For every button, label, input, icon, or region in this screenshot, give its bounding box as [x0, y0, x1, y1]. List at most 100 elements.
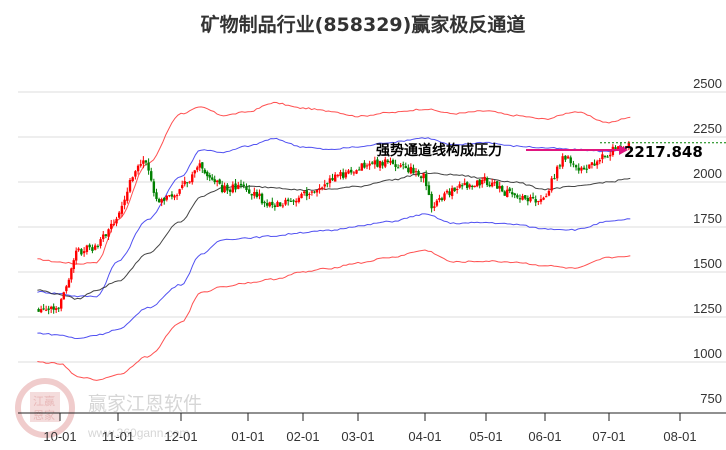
candle-body [344, 172, 348, 178]
watermark-url: www.360gann.com [87, 426, 189, 440]
candle-body [168, 195, 171, 197]
candle-body [404, 166, 407, 169]
candle-body [558, 165, 562, 167]
y-tick-label: 1750 [693, 211, 722, 226]
candle-body [77, 248, 80, 251]
candle-body [407, 167, 410, 173]
candle-body [572, 163, 575, 165]
candle-body [287, 199, 290, 202]
candle-body [508, 188, 511, 191]
candle-body [483, 176, 486, 181]
candle-body [473, 185, 476, 188]
candle-body [231, 184, 235, 193]
candle-body [342, 172, 345, 178]
candle-body [123, 199, 126, 206]
candle-body [453, 187, 456, 191]
channel-bands [37, 101, 631, 381]
candle-body [206, 171, 209, 177]
candle-body [131, 177, 134, 181]
candle-body [126, 191, 129, 201]
candle-body [99, 239, 102, 246]
candle-body [501, 186, 504, 192]
candle-body [276, 201, 279, 207]
candle-body [183, 181, 186, 185]
x-tick-label: 04-01 [408, 429, 441, 444]
candle-body [606, 156, 609, 158]
candle-body [513, 193, 516, 196]
candle-body [255, 191, 259, 198]
inner-lower-band-line [37, 213, 631, 340]
candle-body [627, 142, 631, 147]
candle-body [438, 198, 441, 201]
candle-body [80, 249, 83, 255]
candle-body [427, 185, 431, 195]
candle-body [506, 189, 509, 197]
candle-body [315, 189, 319, 193]
candle-body [318, 188, 321, 190]
inner-upper-band-line [37, 137, 631, 298]
candle-body [305, 190, 308, 197]
candle-body [72, 260, 75, 270]
candle-body [355, 170, 358, 174]
last-value-label: 2217.848 [624, 143, 703, 161]
candle-body [157, 198, 161, 203]
candle-body [609, 154, 612, 157]
candle-body [399, 165, 402, 167]
candle-body [582, 167, 586, 170]
watermark-seal-top: 江赢 [33, 394, 55, 408]
arrow-head-icon [619, 145, 628, 155]
candle-body [503, 191, 506, 196]
candle-body [585, 168, 588, 170]
y-tick-label: 1500 [693, 256, 722, 271]
outer-upper-band-line [37, 101, 631, 265]
annotation: 强势通道线构成压力 2217.848 [376, 142, 703, 161]
candle-body [595, 161, 599, 166]
candle-body [409, 166, 413, 174]
candle-body [320, 187, 324, 189]
candle-body [547, 190, 551, 196]
candle-body [297, 197, 301, 202]
candle-body [624, 146, 628, 148]
candle-body [181, 185, 184, 189]
candle-body [65, 286, 68, 292]
candle-body [170, 194, 174, 197]
candle-body [218, 179, 221, 184]
candle-body [128, 180, 132, 192]
candle-body [419, 176, 423, 179]
candle-body [134, 171, 137, 177]
candle-body [142, 160, 145, 164]
x-tick-label: 06-01 [528, 429, 561, 444]
candle-body [165, 195, 168, 200]
candle-body [268, 202, 271, 207]
candle-body [531, 197, 535, 199]
candle-body [193, 170, 196, 174]
candle-body [102, 234, 105, 240]
candle-body [616, 146, 620, 150]
candle-body [326, 183, 329, 185]
watermark: 江赢 恩家 赢家江恩软件 www.360gann.com [15, 378, 202, 440]
x-tick-label: 03-01 [341, 429, 374, 444]
candle-body [580, 167, 583, 171]
candle-body [529, 196, 532, 202]
candle-body [542, 197, 545, 200]
candle-body [455, 189, 459, 191]
candle-body [553, 178, 556, 180]
candle-body [85, 245, 89, 252]
candle-body [93, 245, 97, 250]
candle-body [88, 244, 91, 248]
candle-body [215, 180, 219, 183]
candle-body [518, 198, 522, 200]
candle-body [468, 184, 471, 188]
candle-body [433, 206, 436, 208]
candle-body [588, 164, 591, 169]
annotation-text: 强势通道线构成压力 [376, 142, 502, 159]
candle-body [486, 177, 489, 186]
candle-body [488, 184, 491, 187]
candle-body [491, 182, 494, 187]
candle-body [226, 184, 229, 191]
candle-body [144, 160, 148, 163]
candle-body [331, 177, 334, 181]
candle-body [480, 180, 484, 185]
candle-body [115, 218, 118, 224]
candle-body [465, 182, 469, 189]
